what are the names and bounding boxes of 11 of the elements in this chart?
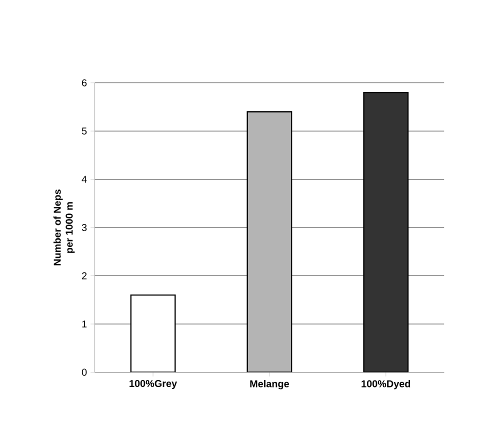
y-tick-label: 3 <box>82 224 87 231</box>
y-tick-label: 4 <box>82 176 87 183</box>
y-tick-label: 0 <box>82 368 87 376</box>
y-tick-label: 5 <box>82 128 87 134</box>
x-tick-label: Melange <box>250 380 290 390</box>
x-tick-label: 100%Grey <box>130 380 178 389</box>
y-axis-title: Number of Neps per 1000 m <box>54 189 75 266</box>
y-tick-label: 1 <box>82 320 87 328</box>
y-tick-label: 6 <box>82 79 87 86</box>
x-tick-label: 100%Dyed <box>362 380 410 390</box>
y-tick-label: 2 <box>82 272 87 280</box>
